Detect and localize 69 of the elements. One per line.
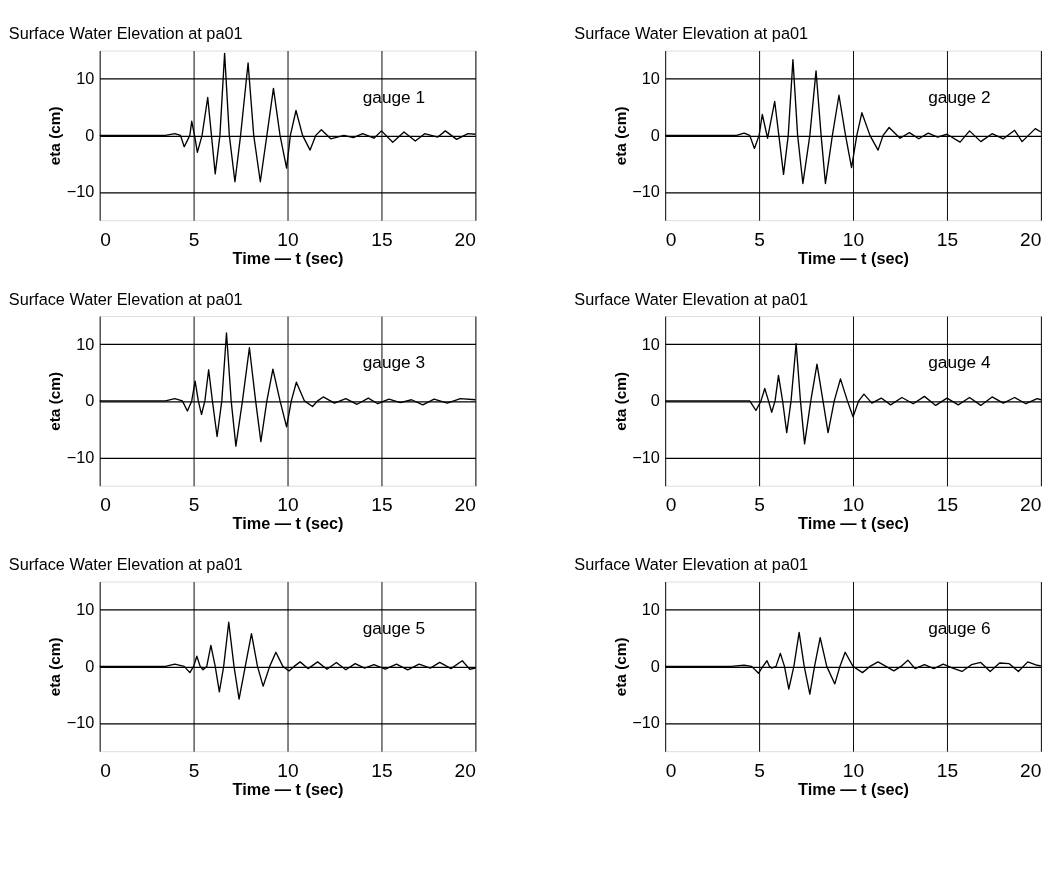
x-tick-label: 5	[188, 494, 200, 516]
y-tick-label: 0	[85, 391, 95, 410]
chart-title: Surface Water Elevation at pa01	[8, 555, 243, 574]
x-axis-title: Time — t (sec)	[232, 514, 344, 533]
y-tick-label: 0	[650, 125, 660, 144]
x-tick-label: 20	[1020, 759, 1042, 781]
x-tick-label: 20	[1020, 494, 1042, 516]
y-tick-label: −10	[632, 713, 660, 732]
x-tick-label: 0	[665, 759, 677, 781]
y-tick-label: 0	[85, 125, 95, 144]
y-tick-label: −10	[632, 182, 660, 201]
annotation: gauge 1	[362, 86, 426, 107]
chart-title: Surface Water Elevation at pa01	[574, 555, 809, 574]
annotation: gauge 5	[362, 617, 426, 638]
x-tick-label: 5	[188, 228, 200, 250]
x-axis-title: Time — t (sec)	[798, 514, 910, 533]
x-tick-label: 10	[842, 228, 865, 250]
y-tick-label: 0	[85, 656, 95, 675]
x-tick-label: 0	[100, 759, 111, 781]
y-tick-label: −10	[66, 447, 95, 466]
x-tick-label: 10	[842, 494, 865, 516]
x-tick-label: 0	[665, 494, 677, 516]
x-tick-label: 0	[100, 228, 111, 250]
x-axis-title: Time — t (sec)	[232, 779, 344, 798]
x-tick-label: 5	[754, 759, 765, 781]
y-tick-label: 10	[641, 334, 660, 353]
x-axis-title: Time — t (sec)	[798, 779, 910, 798]
y-axis-title: eta (cm)	[46, 371, 64, 431]
x-tick-label: 15	[371, 228, 393, 250]
y-axis-title: eta (cm)	[611, 637, 629, 697]
x-tick-label: 10	[277, 228, 299, 250]
chart-title: Surface Water Elevation at pa01	[574, 289, 809, 308]
y-tick-label: −10	[66, 713, 95, 732]
x-tick-label: 10	[277, 494, 299, 516]
x-axis-title: Time — t (sec)	[232, 248, 344, 267]
x-tick-label: 20	[454, 759, 476, 781]
y-axis-title: eta (cm)	[46, 637, 64, 697]
x-tick-label: 15	[936, 494, 959, 516]
x-tick-label: 0	[100, 494, 111, 516]
x-tick-label: 15	[936, 759, 959, 781]
x-tick-label: 15	[936, 228, 959, 250]
chart-title: Surface Water Elevation at pa01	[8, 24, 243, 43]
x-tick-label: 5	[188, 759, 200, 781]
y-axis-title: eta (cm)	[611, 106, 629, 166]
chart-title: Surface Water Elevation at pa01	[574, 24, 809, 43]
annotation: gauge 3	[362, 352, 426, 373]
x-tick-label: 20	[454, 494, 476, 516]
x-tick-label: 20	[454, 228, 476, 250]
y-tick-label: 10	[76, 69, 95, 88]
y-tick-label: 10	[76, 334, 95, 353]
y-tick-label: 0	[650, 391, 660, 410]
x-tick-label: 0	[665, 228, 677, 250]
y-tick-label: −10	[632, 447, 660, 466]
x-tick-label: 10	[842, 759, 865, 781]
x-axis-title: Time — t (sec)	[798, 248, 910, 267]
x-tick-label: 20	[1020, 228, 1042, 250]
x-tick-label: 5	[754, 228, 765, 250]
x-tick-label: 5	[754, 494, 765, 516]
chart-title: Surface Water Elevation at pa01	[8, 289, 243, 308]
y-tick-label: −10	[66, 182, 95, 201]
y-axis-title: eta (cm)	[46, 106, 64, 166]
y-tick-label: 10	[76, 600, 95, 619]
y-tick-label: 10	[641, 600, 660, 619]
x-tick-label: 15	[371, 494, 393, 516]
x-tick-label: 15	[371, 759, 393, 781]
x-tick-label: 10	[277, 759, 299, 781]
y-axis-title: eta (cm)	[611, 371, 629, 431]
y-tick-label: 0	[650, 656, 660, 675]
y-tick-label: 10	[641, 69, 660, 88]
